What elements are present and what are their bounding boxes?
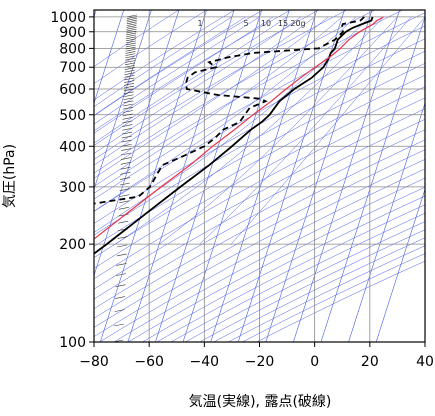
- y-tick-label: 200: [59, 237, 86, 253]
- wind-barb: [126, 33, 136, 35]
- y-tick-label: 400: [59, 139, 86, 155]
- y-tick-label: 700: [59, 60, 86, 76]
- dry-adiabat: [200, 10, 435, 342]
- mixing-ratio-label: 5: [243, 19, 248, 28]
- wind-barb: [127, 18, 137, 20]
- wind-barb: [126, 37, 136, 39]
- isotherm-line: [183, 10, 289, 342]
- wind-barb: [124, 75, 134, 77]
- wind-barb: [127, 25, 137, 27]
- wind-barb: [117, 245, 127, 247]
- y-tick-label: 100: [59, 335, 86, 351]
- wind-barb: [119, 195, 129, 197]
- y-tick-label: 300: [59, 180, 86, 196]
- isotherm-line: [376, 10, 435, 342]
- y-tick-label: 600: [59, 82, 86, 98]
- dry-adiabat: [85, 10, 435, 342]
- wind-barb: [126, 39, 136, 41]
- dry-adiabat: [0, 10, 263, 342]
- wind-barb: [127, 24, 137, 26]
- wind-barb: [126, 45, 136, 47]
- wind-barb: [126, 49, 136, 51]
- wind-barb: [121, 158, 131, 160]
- wind-barb: [125, 58, 135, 60]
- y-axis-title: 気圧(hPa): [2, 144, 18, 208]
- x-tick-label: −80: [79, 354, 109, 370]
- dry-adiabat: [0, 10, 319, 342]
- dry-adiabat: [242, 10, 435, 342]
- isotherm-line: [266, 10, 372, 342]
- x-tick-label: −20: [245, 354, 275, 370]
- x-tick-label: 20: [361, 354, 379, 370]
- wind-barb: [119, 207, 129, 209]
- mixing-ratio-label: 15: [278, 19, 288, 28]
- isotherm-line: [100, 10, 206, 342]
- wind-barb: [122, 132, 132, 134]
- wind-barb: [122, 128, 132, 130]
- wind-barb: [124, 81, 134, 83]
- wind-barb: [125, 68, 135, 70]
- mixing-ratio-label: 10: [261, 19, 271, 28]
- moist-adiabat: [0, 17, 232, 244]
- x-axis-title: 気温(実線), 露点(破線): [189, 394, 332, 410]
- wind-barb: [120, 183, 130, 185]
- wind-barb: [125, 54, 135, 56]
- y-tick-label: 900: [59, 25, 86, 41]
- dry-adiabat: [157, 10, 435, 342]
- y-tick-label: 800: [59, 41, 86, 57]
- moist-adiabat: [0, 17, 315, 244]
- moist-adiabat: [0, 17, 246, 244]
- wind-barb: [126, 29, 136, 31]
- wind-barb: [126, 35, 136, 37]
- wind-barb: [114, 324, 124, 326]
- moist-adiabat: [231, 17, 425, 244]
- dry-adiabat: [257, 10, 435, 342]
- wind-barb: [125, 70, 135, 72]
- moist-adiabat: [46, 17, 356, 244]
- wind-barb: [117, 254, 127, 256]
- y-tick-label: 1000: [50, 10, 86, 26]
- mixing-ratio-label: 1: [197, 19, 202, 28]
- wind-barb: [127, 20, 137, 22]
- wind-barb: [124, 83, 134, 85]
- wind-barb: [116, 274, 126, 276]
- isotherm-line: [321, 10, 427, 342]
- wind-barb: [126, 27, 136, 29]
- wind-barb: [125, 63, 135, 65]
- isotherm-line: [155, 10, 261, 342]
- moist-adiabat: [0, 17, 287, 244]
- x-tick-label: 40: [416, 354, 434, 370]
- dry-adiabat: [143, 10, 435, 342]
- y-tick-label: 500: [59, 108, 86, 124]
- wind-barb: [127, 22, 137, 24]
- dry-adiabat: [171, 10, 435, 342]
- x-tick-label: 0: [310, 354, 319, 370]
- wind-barb: [115, 297, 125, 299]
- wind-barb: [114, 310, 124, 312]
- wind-barb: [118, 221, 128, 223]
- x-tick-label: −60: [134, 354, 164, 370]
- x-tick-label: −40: [190, 354, 220, 370]
- wind-barb: [118, 237, 128, 239]
- dry-adiabat: [43, 10, 435, 342]
- wind-barb: [122, 121, 132, 123]
- dry-adiabat: [114, 10, 435, 342]
- wind-barb: [125, 51, 135, 53]
- x-axis: −80 −60 −40 −20 0 20 40: [79, 342, 434, 370]
- isotherm-line: [211, 10, 317, 342]
- dry-adiabat: [0, 10, 375, 342]
- wind-barb: [124, 86, 134, 88]
- mixing-ratio-label: 20g: [290, 19, 305, 28]
- moist-adiabat: [0, 17, 273, 244]
